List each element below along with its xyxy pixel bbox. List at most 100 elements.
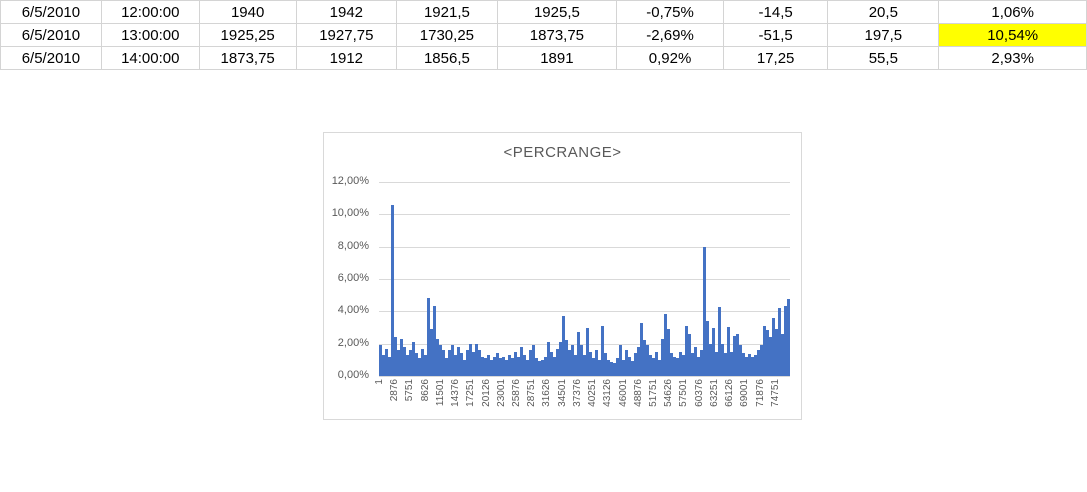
gridline <box>379 279 790 280</box>
y-axis-label: 4,00% <box>337 304 369 317</box>
bar <box>658 359 661 376</box>
x-axis-label: 69001 <box>739 379 751 407</box>
table-cell[interactable]: 1940 <box>198 0 297 24</box>
bar <box>595 350 598 376</box>
bar <box>532 345 535 376</box>
bar <box>643 340 646 376</box>
bar <box>697 356 700 376</box>
table-cell[interactable]: 6/5/2010 <box>0 46 102 70</box>
bar <box>646 345 649 376</box>
bar <box>535 358 538 376</box>
bar <box>592 358 595 376</box>
x-axis-label: 63251 <box>708 379 720 407</box>
bar <box>700 350 703 376</box>
bar <box>538 361 541 376</box>
bar <box>409 350 412 376</box>
bar <box>721 343 724 376</box>
bar <box>499 358 502 376</box>
gridline <box>379 343 790 345</box>
bar <box>583 354 586 376</box>
bar <box>391 205 394 376</box>
table-cell[interactable]: 1856,5 <box>396 46 498 70</box>
bar <box>712 327 715 376</box>
table-cell[interactable]: 1,06% <box>938 0 1087 24</box>
bar <box>475 344 478 376</box>
chart[interactable]: <PERCRANGE> 0,00% 2,00% 4,00% 6,00% 8,00% 10,… <box>323 132 802 420</box>
bar <box>769 337 772 376</box>
bar <box>586 327 589 376</box>
bar <box>631 361 634 376</box>
table-cell[interactable]: 14:00:00 <box>100 46 200 70</box>
table-cell[interactable]: 1873,75 <box>496 23 618 47</box>
bar <box>514 351 517 376</box>
y-axis-label: 10,00% <box>331 207 369 220</box>
bar <box>481 356 484 376</box>
x-axis-label: 23001 <box>495 379 507 407</box>
table-cell[interactable]: 0,92% <box>616 46 724 70</box>
table-cell[interactable]: -2,69% <box>616 23 724 47</box>
x-axis-label: 57501 <box>678 379 690 407</box>
bar <box>748 354 751 376</box>
bar <box>628 356 631 376</box>
gridline <box>379 214 790 216</box>
table-cell[interactable]: 1891 <box>496 46 618 70</box>
table-cell[interactable]: 1873,75 <box>198 46 297 70</box>
table-cell[interactable]: 1927,75 <box>295 23 398 47</box>
bar <box>577 331 580 376</box>
bar <box>775 329 778 376</box>
bar <box>418 358 421 376</box>
table-cell[interactable]: 1912 <box>295 46 398 70</box>
bar <box>664 313 667 376</box>
table-cell[interactable]: 55,5 <box>827 46 940 70</box>
table-cell[interactable]: 1942 <box>295 0 398 24</box>
table-cell[interactable]: 1730,25 <box>396 23 498 47</box>
table-cell[interactable]: 6/5/2010 <box>0 0 102 24</box>
table-cell[interactable]: -14,5 <box>722 0 829 24</box>
highlighted-cell[interactable]: 10,54% <box>938 23 1087 47</box>
bar <box>601 325 604 376</box>
bar <box>457 346 460 376</box>
data-table: 6/5/2010 12:00:00 1940 1942 1921,5 1925,5 -0,7… <box>0 0 1087 70</box>
bar <box>484 358 487 376</box>
bar <box>553 356 556 376</box>
x-axis-label: 54626 <box>663 379 675 407</box>
bar <box>505 359 508 376</box>
x-axis-label: 43126 <box>602 379 614 407</box>
table-cell[interactable]: 17,25 <box>722 46 829 70</box>
x-axis-label: 20126 <box>480 379 492 407</box>
y-axis-label: 0,00% <box>337 369 369 381</box>
bar <box>730 351 733 376</box>
bar <box>379 345 382 376</box>
bar <box>562 316 565 376</box>
bar <box>673 356 676 376</box>
bar <box>508 354 511 376</box>
bar <box>661 338 664 376</box>
chart-title: <PERCRANGE> <box>503 144 622 161</box>
bar <box>463 359 466 376</box>
bar <box>523 354 526 376</box>
table-cell[interactable]: 1921,5 <box>396 0 498 24</box>
table-cell[interactable]: -0,75% <box>616 0 724 24</box>
table-cell[interactable]: 197,5 <box>827 23 940 47</box>
table-cell[interactable]: 2,93% <box>938 46 1087 70</box>
table-cell[interactable]: 1925,25 <box>198 23 297 47</box>
gridline <box>379 311 790 313</box>
bar <box>400 338 403 376</box>
x-axis: 1 2876 5751 8626 11501 14376 17251 20126 23001 25… <box>374 379 790 421</box>
bar <box>688 333 691 376</box>
table-cell[interactable]: 13:00:00 <box>100 23 200 47</box>
bar-series[interactable] <box>379 182 790 376</box>
bar <box>655 351 658 376</box>
table-row: 6/5/2010 14:00:00 1873,75 1912 1856,5 1891 0,9… <box>0 46 1087 70</box>
bar <box>613 363 616 376</box>
x-axis-label: 46001 <box>617 379 629 407</box>
bar <box>724 353 727 376</box>
bar <box>733 336 736 376</box>
bar <box>511 358 514 376</box>
table-cell[interactable]: -51,5 <box>722 23 829 47</box>
bar <box>490 359 493 376</box>
table-cell[interactable]: 20,5 <box>827 0 940 24</box>
table-cell[interactable]: 6/5/2010 <box>0 23 102 47</box>
table-cell[interactable]: 12:00:00 <box>100 0 200 24</box>
table-cell[interactable]: 1925,5 <box>496 0 618 24</box>
